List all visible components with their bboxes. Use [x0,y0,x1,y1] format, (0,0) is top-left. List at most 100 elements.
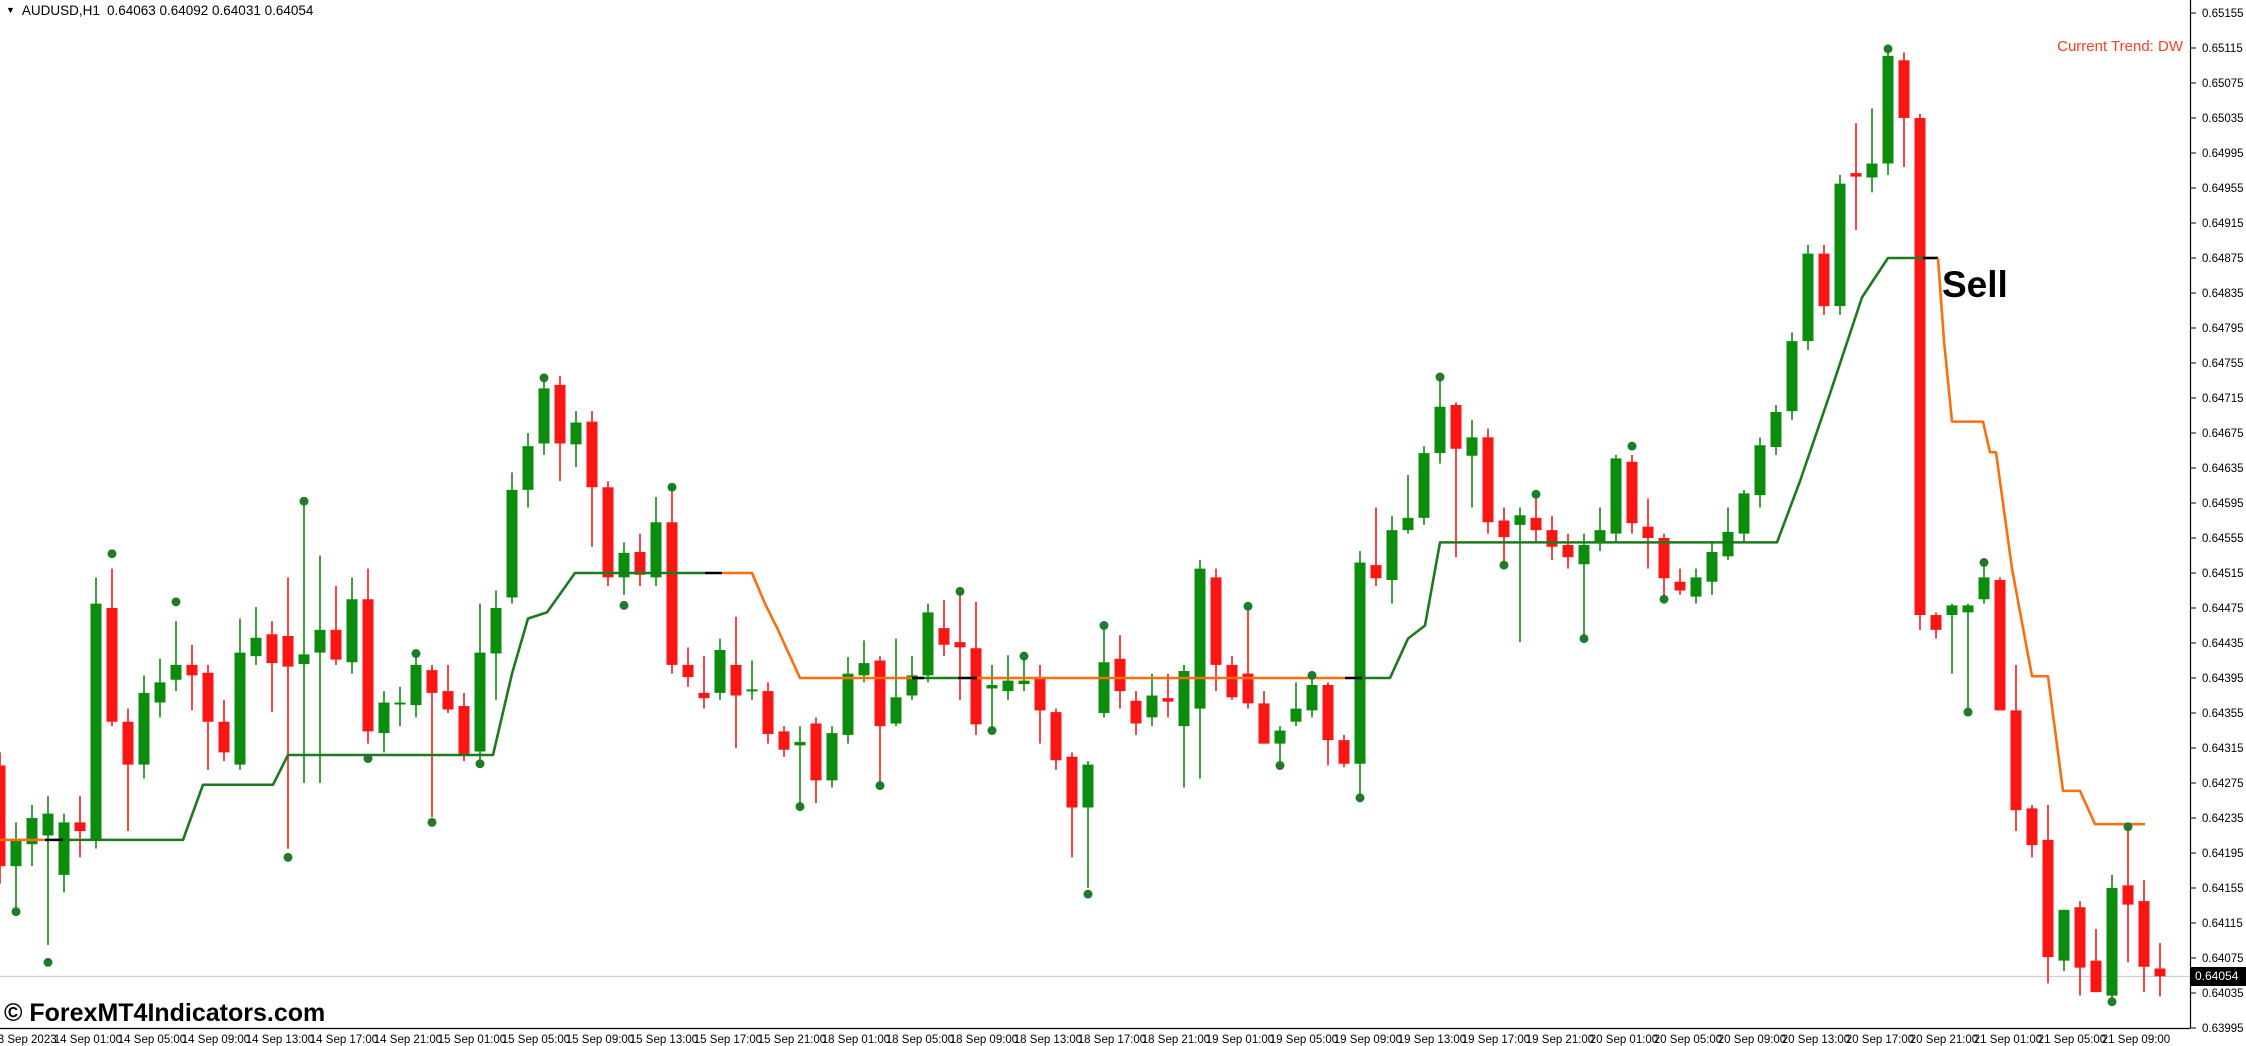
price-axis-labels: 0.65155 0.65115 0.65075 0.65035 0.64995 0.649… [2190,8,2244,1035]
fractal-dot [1883,44,1893,54]
candle-body [618,552,630,578]
time-tick-label[interactable]: 19 Sep 17:00 [1462,1034,1530,1046]
time-tick-label[interactable]: 20 Sep 05:00 [1654,1034,1722,1046]
candle-body [1930,615,1942,630]
candle-body [666,522,678,665]
price-tick-label: 0.64395 [2202,673,2244,685]
candle-body [2026,808,2038,846]
candle-body [570,422,582,445]
time-tick-label[interactable]: 18 Sep 21:00 [1142,1034,1210,1046]
time-tick-label[interactable]: 21 Sep 05:00 [2038,1034,2106,1046]
time-tick-label[interactable]: 14 Sep 21:00 [374,1034,442,1046]
time-tick-label[interactable]: 15 Sep 05:00 [502,1034,570,1046]
candle-body [1466,437,1478,456]
candle-body [58,822,70,875]
candle-body [442,691,454,710]
chart-dropdown-icon[interactable]: ▼ [6,5,15,15]
time-tick-label[interactable]: 20 Sep 17:00 [1846,1034,1914,1046]
candle-body [650,522,662,578]
time-tick-label[interactable]: 20 Sep 21:00 [1910,1034,1978,1046]
fractal-dot [619,600,629,610]
time-tick-label[interactable]: 21 Sep 01:00 [1974,1034,2042,1046]
time-tick-label[interactable]: 15 Sep 09:00 [566,1034,634,1046]
time-tick-label[interactable]: 21 Sep 09:00 [2102,1034,2170,1046]
candle-body [698,692,710,699]
fractal-dot [1083,889,1093,899]
time-tick-label[interactable]: 15 Sep 21:00 [758,1034,826,1046]
candle-body [1690,577,1702,597]
price-tick-label: 0.64595 [2202,498,2244,510]
time-tick-label[interactable]: 19 Sep 05:00 [1270,1034,1338,1046]
candle-body [0,765,6,867]
indicator-segment-down [1936,257,2145,826]
time-tick-label[interactable]: 15 Sep 17:00 [694,1034,762,1046]
candle-body [1914,118,1926,615]
candle-body [106,608,118,722]
candle-body [1370,565,1382,579]
candle-body [762,691,774,734]
candle-body [1738,493,1750,534]
candle-body [1802,253,1814,342]
fractal-dot [1627,441,1637,451]
fractal-dot [795,802,805,812]
indicator-segment-up [1362,256,1923,680]
candle-body [1194,568,1206,709]
candle-body [1722,531,1734,557]
time-tick-label[interactable]: 14 Sep 05:00 [118,1034,186,1046]
candle-body [746,689,758,692]
fractal-dot [1499,560,1509,570]
candle-body [1402,517,1414,531]
symbol-header[interactable]: ▼ AUDUSD,H1 0.64063 0.64092 0.64031 0.64… [6,3,313,18]
candle-body [858,663,870,676]
time-tick-label[interactable]: 13 Sep 2023 [0,1034,57,1046]
time-tick-label[interactable]: 15 Sep 01:00 [438,1034,506,1046]
candle-body [1386,530,1398,580]
candle-body [394,702,406,705]
time-tick-label[interactable]: 18 Sep 01:00 [822,1034,890,1046]
time-tick-label[interactable]: 20 Sep 13:00 [1782,1034,1850,1046]
time-tick-label[interactable]: 14 Sep 01:00 [54,1034,122,1046]
time-tick-label[interactable]: 20 Sep 01:00 [1590,1034,1658,1046]
time-tick-label[interactable]: 18 Sep 17:00 [1078,1034,1146,1046]
candle-body [1530,517,1542,531]
time-tick-label[interactable]: 19 Sep 09:00 [1334,1034,1402,1046]
candle-body [1706,552,1718,582]
time-tick-label[interactable]: 14 Sep 09:00 [182,1034,250,1046]
fractal-dot [1355,793,1365,803]
candle-body [922,612,934,676]
time-tick-label[interactable]: 14 Sep 17:00 [310,1034,378,1046]
time-tick-label[interactable]: 18 Sep 05:00 [886,1034,954,1046]
candle-body [74,822,86,832]
time-tick-label[interactable]: 19 Sep 13:00 [1398,1034,1466,1046]
candle-body [458,706,470,755]
time-tick-label[interactable]: 19 Sep 01:00 [1206,1034,1274,1046]
candle-body [1290,708,1302,722]
candle-body [1962,605,1974,613]
time-tick-label[interactable]: 18 Sep 09:00 [950,1034,1018,1046]
indicator-segment-down [722,571,912,680]
candle-body [890,697,902,724]
candle-body [410,664,422,706]
fractal-dot [1435,372,1445,382]
candle-body [266,634,278,664]
time-tick-label[interactable]: 18 Sep 13:00 [1014,1034,1082,1046]
fractal-dot [1531,489,1541,499]
time-tick-label[interactable]: 19 Sep 21:00 [1526,1034,1594,1046]
fractal-dot [411,649,421,658]
time-tick-label[interactable]: 15 Sep 13:00 [630,1034,698,1046]
candle-body [1994,580,2006,711]
time-tick-label[interactable]: 20 Sep 09:00 [1718,1034,1786,1046]
candle-body [1018,680,1030,685]
fractal-dot [107,549,117,559]
price-tick-label: 0.64915 [2202,218,2244,230]
trend-indicator-line [0,256,2145,842]
price-tick-label: 0.65155 [2202,8,2244,20]
candle-body [506,489,518,598]
fractal-dot [171,597,181,607]
time-tick-label[interactable]: 14 Sep 13:00 [246,1034,314,1046]
candle-body [1610,458,1622,534]
candles-layer [0,52,2166,1002]
candle-body [554,384,566,444]
